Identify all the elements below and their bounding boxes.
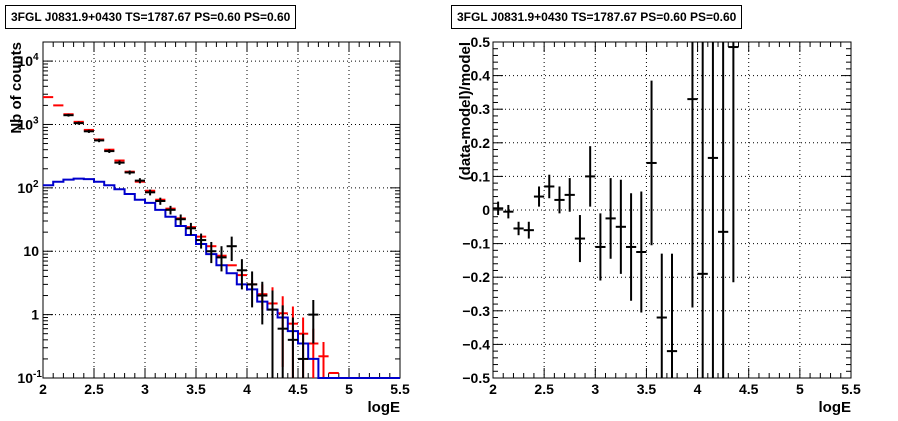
y-tick-label: 0.1 (471, 168, 491, 184)
y-tick-exponent: 2 (33, 179, 39, 190)
model-source-histogram (43, 177, 400, 379)
y-axis-title: Nb of counts (8, 42, 25, 134)
x-tick-label: 2 (489, 381, 497, 397)
y-tick-label: −0.1 (462, 236, 490, 252)
y-tick-label: −0.3 (462, 303, 490, 319)
x-tick-label: 4.5 (739, 381, 759, 397)
x-tick-label: 2 (39, 381, 47, 397)
plot-frame (42, 41, 401, 379)
x-axis-title: logE (819, 399, 852, 416)
right-plot-title: 3FGL J0831.9+0430 TS=1787.67 PS=0.60 PS=… (451, 5, 743, 29)
x-tick-label: 3 (141, 381, 149, 397)
x-tick-label: 5 (345, 381, 353, 397)
x-tick-label: 2.5 (84, 381, 104, 397)
y-tick-label: 0.2 (471, 135, 491, 151)
x-axis-title: logE (368, 399, 401, 416)
left-plot-title: 3FGL J0831.9+0430 TS=1787.67 PS=0.60 PS=… (5, 5, 297, 29)
x-tick-label: 5 (796, 381, 804, 397)
x-tick-label: 4.5 (288, 381, 308, 397)
y-tick-label: 10 (23, 243, 39, 259)
x-tick-label: 3 (591, 381, 599, 397)
x-tick-label: 3.5 (186, 381, 206, 397)
y-tick-label: −0.4 (462, 336, 490, 352)
y-tick-label: 0 (482, 202, 490, 218)
x-tick-label: 5.5 (390, 381, 410, 397)
y-tick-label: 0.4 (471, 68, 491, 84)
x-tick-label: 3.5 (637, 381, 657, 397)
y-axis-title: (data-model)/model (457, 42, 474, 180)
y-tick-label: 10 (17, 180, 33, 196)
y-tick-label: 0.3 (471, 101, 491, 117)
y-tick-exponent: 3 (33, 115, 39, 126)
y-tick-exponent: -1 (33, 369, 42, 380)
y-tick-label: 10 (17, 116, 33, 132)
x-tick-label: 4 (694, 381, 702, 397)
y-tick-exponent: 4 (33, 52, 39, 63)
x-tick-label: 5.5 (841, 381, 861, 397)
y-tick-label: 10 (17, 370, 33, 386)
y-tick-label: 10 (17, 53, 33, 69)
y-tick-label: 1 (31, 307, 39, 323)
x-tick-label: 2.5 (534, 381, 554, 397)
y-tick-label: −0.5 (462, 370, 490, 386)
residuals-plot: 2 2.5 3 3.5 4 4.5 5 5.5 −0.5 −0.4 −0.3 −0.2 −0.1 0 0.1… (457, 34, 861, 416)
x-tick-label: 4 (243, 381, 251, 397)
y-tick-label: −0.2 (462, 269, 490, 285)
y-tick-label: 0.5 (471, 34, 491, 50)
